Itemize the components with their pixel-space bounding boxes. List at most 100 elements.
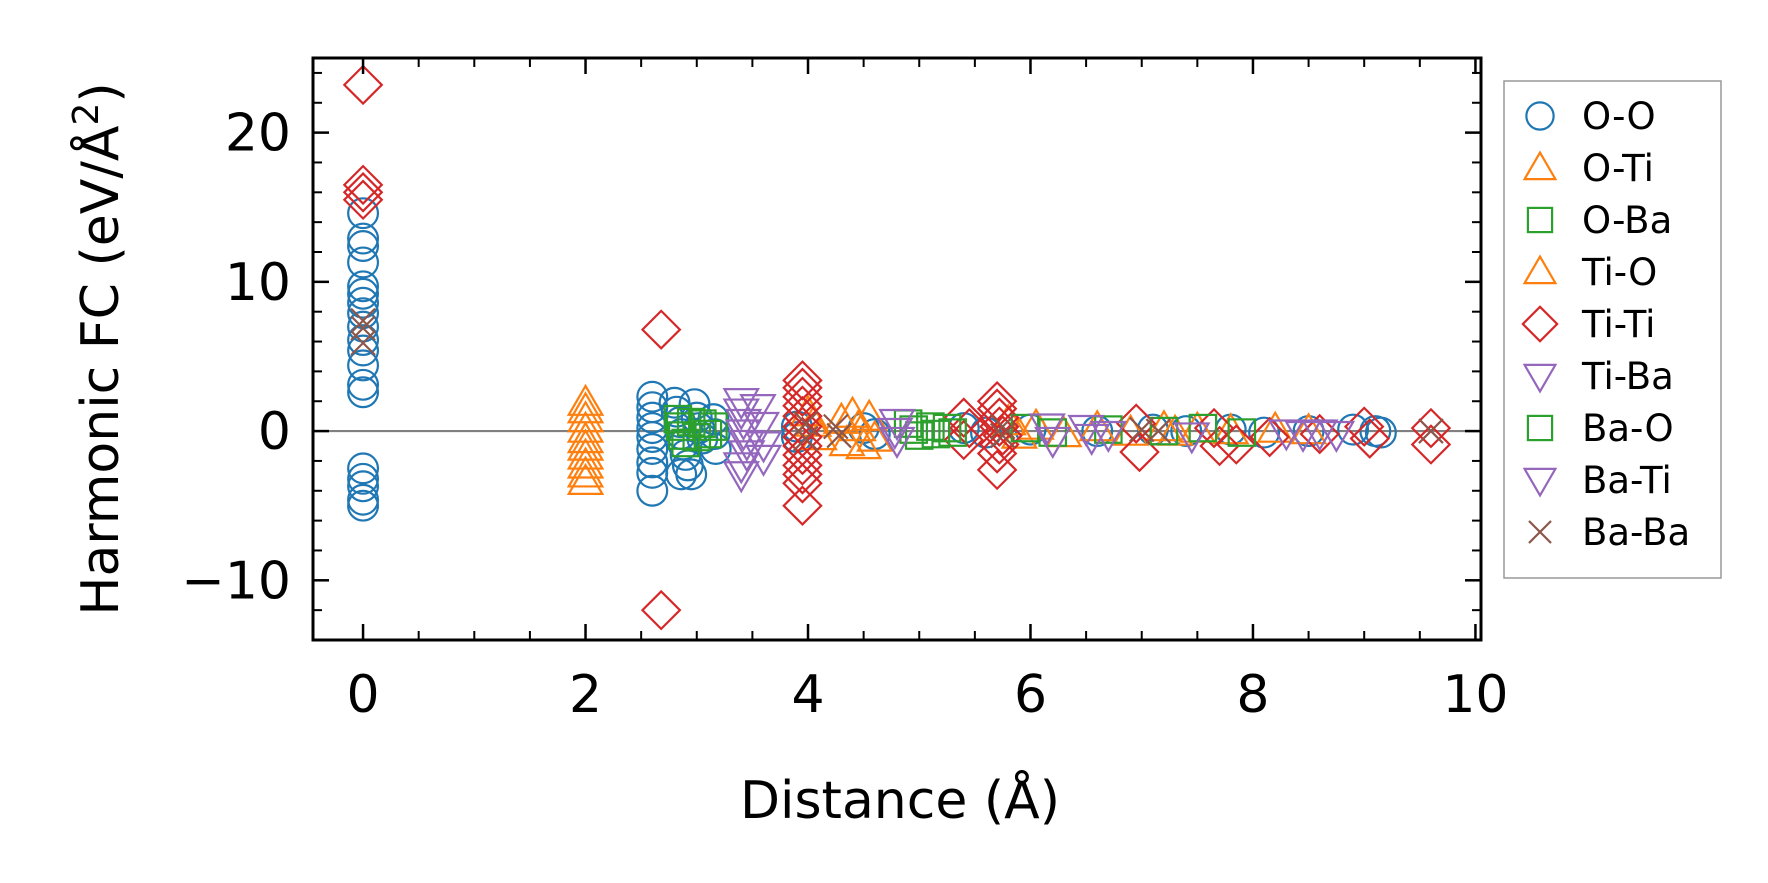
data-point-ti-o [856, 419, 894, 452]
data-point-o-o [680, 401, 713, 434]
data-point-o-o [347, 324, 380, 357]
data-point-o-o [347, 270, 380, 303]
data-point-o-o [347, 376, 380, 409]
series-o-o [347, 197, 1397, 522]
data-point-o-ti [566, 455, 605, 488]
data-point-ti-ti [1193, 407, 1235, 449]
data-point-o-o [347, 349, 380, 382]
data-point-o-o [347, 222, 380, 255]
legend-item-ti-o: Ti-O [1522, 251, 1657, 294]
y-axis-label-exponent: 2 [66, 103, 107, 126]
data-point-o-o [347, 368, 380, 401]
data-point-o-ti [566, 437, 605, 470]
data-point-o-o [636, 446, 669, 479]
data-point-o-o [347, 286, 380, 319]
data-point-o-o [1248, 416, 1281, 449]
data-point-ti-ti [1343, 406, 1385, 447]
data-point-o-o [347, 230, 380, 263]
data-point-ba-ti [878, 426, 916, 460]
data-point-o-o [347, 246, 380, 279]
data-point-ti-ti [782, 385, 823, 426]
data-point-o-ti [566, 421, 605, 454]
legend-label: Ti-Ti [1581, 303, 1655, 346]
data-point-o-o [347, 452, 380, 485]
data-point-ti-ti [342, 172, 384, 213]
legend-label: O-O [1582, 95, 1656, 138]
data-point-ti-ti [1119, 431, 1160, 473]
x-tick-label: 6 [1014, 665, 1047, 725]
legend-marker [1528, 520, 1552, 544]
data-point-ti-ba [742, 411, 781, 445]
legend-item-o-o: O-O [1525, 95, 1656, 138]
data-point-ba-ba [793, 425, 819, 452]
y-tick-label: 20 [225, 104, 291, 164]
plot-frame [311, 56, 1483, 642]
data-point-o-o [347, 197, 380, 230]
legend-item-o-ba: O-Ba [1526, 199, 1672, 242]
series-ti-ba [722, 388, 783, 494]
data-point-ba-ba [989, 413, 1016, 440]
data-point-ba-o [1188, 413, 1218, 443]
y-tick-label: −10 [181, 551, 291, 611]
data-point-ti-ba [722, 388, 760, 421]
legend-label: Ti-O [1581, 251, 1657, 294]
data-point-o-ba [671, 428, 700, 458]
legend-label: Ba-O [1582, 407, 1674, 450]
data-point-o-o [636, 433, 669, 465]
ticks-layer: 0 2 4 6 8 10 −10 0 10 20 [181, 58, 1509, 725]
data-point-ti-ti [1216, 424, 1257, 465]
y-axis-label-close: ) [71, 82, 131, 102]
legend-item-ba-o: Ba-O [1526, 407, 1674, 450]
data-point-o-ba [688, 409, 717, 438]
data-point-o-o [347, 483, 380, 516]
data-point-ti-ba [722, 452, 760, 485]
data-point-o-ti [566, 446, 605, 479]
legend-marker [1522, 363, 1558, 394]
data-point-ba-o [904, 421, 934, 450]
data-point-ti-ba [724, 419, 763, 452]
data-point-o-o [636, 380, 669, 413]
data-point-o-o [347, 470, 380, 503]
data-marks-layer [342, 64, 1452, 631]
data-point-o-ti [566, 410, 605, 443]
x-axis-label: Distance (Å) [740, 769, 1060, 831]
data-point-ti-ti [782, 445, 823, 486]
data-point-o-o [636, 474, 669, 507]
data-point-ti-ti [976, 449, 1018, 491]
data-point-o-o [1170, 415, 1203, 448]
data-point-ti-ti [342, 164, 384, 206]
data-point-o-o [665, 458, 698, 491]
data-point-ba-o [921, 419, 951, 449]
legend-marker [1521, 305, 1559, 343]
x-tick-label: 4 [791, 665, 824, 725]
data-point-ti-ba [739, 394, 777, 427]
data-point-ba-ti [878, 408, 916, 442]
data-point-ti-ti [640, 589, 682, 631]
data-point-ba-ba [826, 422, 852, 449]
data-point-ti-ba [722, 461, 760, 494]
data-point-ti-ti [1199, 425, 1240, 467]
data-point-ti-ti [976, 433, 1018, 474]
series-o-ba [663, 404, 728, 458]
data-point-ba-ba [350, 307, 376, 334]
legend-item-ba-ti: Ba-Ti [1522, 459, 1672, 502]
data-point-ti-ti [782, 463, 823, 504]
data-point-o-ba [665, 412, 695, 441]
data-point-o-o [347, 462, 380, 495]
legend-item-ba-ba: Ba-Ba [1528, 511, 1690, 554]
legend-marker [1525, 101, 1555, 131]
data-point-ba-o [1227, 418, 1257, 447]
legend-label: Ti-Ba [1581, 355, 1674, 398]
data-point-ti-ti [342, 64, 384, 106]
data-point-ti-ti [782, 376, 823, 418]
data-point-ti-ti [640, 309, 682, 350]
x-tick-label: 10 [1442, 665, 1508, 725]
series-ba-ba [350, 307, 1444, 452]
data-point-o-o [1337, 413, 1370, 446]
data-point-ti-ti [782, 485, 823, 526]
legend-label: Ba-Ti [1582, 459, 1672, 502]
legend-marker [1522, 467, 1558, 498]
data-point-o-o [1364, 416, 1397, 449]
y-tick-label: 10 [225, 253, 291, 313]
data-point-ti-ti [943, 419, 985, 461]
